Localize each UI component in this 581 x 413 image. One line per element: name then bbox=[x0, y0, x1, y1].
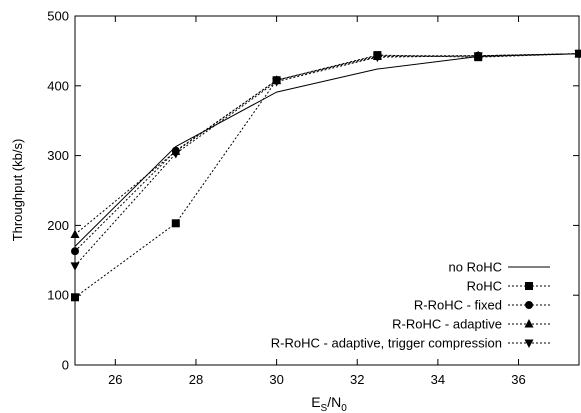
x-axis-label: ES/N0 bbox=[311, 394, 347, 413]
series-line bbox=[74, 53, 580, 267]
marker-triangle-down bbox=[272, 78, 282, 87]
marker-triangle-down bbox=[524, 339, 534, 348]
series-line bbox=[74, 53, 580, 235]
x-tick-label: 30 bbox=[269, 372, 283, 387]
series-line bbox=[74, 53, 580, 298]
legend-label: RoHC bbox=[467, 279, 502, 294]
series-layer bbox=[70, 48, 581, 302]
series-line bbox=[74, 53, 580, 247]
series-1 bbox=[71, 49, 581, 302]
marker-triangle-down bbox=[473, 52, 483, 61]
y-tick-label: 300 bbox=[47, 148, 69, 163]
marker-triangle-down bbox=[574, 50, 581, 59]
legend-label: R-RoHC - fixed bbox=[414, 298, 502, 313]
x-tick-label: 28 bbox=[189, 372, 203, 387]
y-tick-label: 500 bbox=[47, 9, 69, 24]
series-4 bbox=[70, 50, 581, 271]
legend-label: R-RoHC - adaptive, trigger compression bbox=[271, 336, 502, 351]
x-tick-label: 26 bbox=[108, 372, 122, 387]
marker-square bbox=[71, 293, 79, 302]
marker-circle bbox=[71, 247, 79, 256]
marker-square bbox=[525, 282, 533, 290]
marker-triangle-down bbox=[70, 262, 80, 271]
y-tick-label: 100 bbox=[47, 288, 69, 303]
marker-square bbox=[171, 219, 180, 228]
plot-frame bbox=[74, 15, 580, 366]
marker-triangle-up bbox=[70, 229, 80, 238]
x-tick-label: 34 bbox=[431, 372, 445, 387]
marker-triangle-up bbox=[524, 319, 534, 328]
series-0 bbox=[74, 53, 580, 247]
y-tick-label: 400 bbox=[47, 78, 69, 93]
marker-circle bbox=[525, 301, 533, 309]
series-line bbox=[74, 53, 580, 252]
axes-group: 0 100 200 300 400 500 26 28 30 32 34 36 bbox=[47, 9, 580, 387]
legend-label: no RoHC bbox=[449, 260, 502, 275]
x-tick-label: 36 bbox=[511, 372, 525, 387]
marker-triangle-down bbox=[372, 53, 382, 63]
x-tick-label: 32 bbox=[350, 372, 364, 387]
y-tick-label: 0 bbox=[62, 358, 69, 373]
marker-triangle-down bbox=[171, 150, 181, 159]
legend-label: R-RoHC - adaptive bbox=[392, 317, 502, 332]
series-3 bbox=[70, 48, 581, 238]
legend: no RoHC RoHC R-RoHC - fixed R-RoHC - adapti… bbox=[271, 260, 550, 351]
y-tick-label: 200 bbox=[47, 218, 69, 233]
y-axis-label: Throughput (kb/s) bbox=[10, 139, 25, 242]
